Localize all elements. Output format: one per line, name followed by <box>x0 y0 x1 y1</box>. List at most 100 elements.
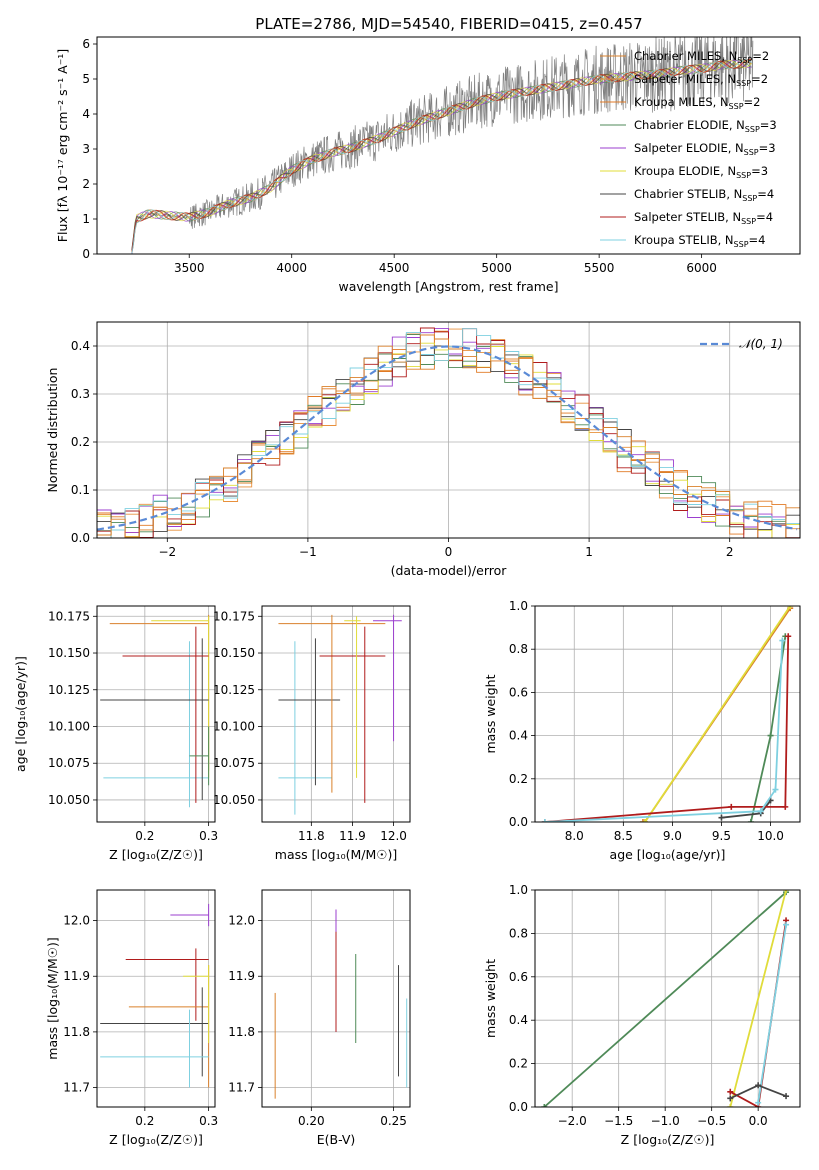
weight-marker <box>782 803 789 810</box>
y-tick-label: 11.7 <box>63 1081 90 1095</box>
residual-histogram <box>97 328 800 538</box>
x-tick-label: 12.0 <box>380 829 407 843</box>
x-axis-label: Z [log₁₀(Z/Z☉)] <box>621 1132 715 1147</box>
y-tick-label: 0 <box>82 247 90 261</box>
x-tick-label: −2 <box>158 545 176 559</box>
weight-marker <box>641 819 648 822</box>
model-spectrum-line <box>131 59 752 254</box>
y-tick-label: 0.4 <box>509 729 528 743</box>
normal-curve <box>97 345 798 531</box>
legend-label: 𝒩(0, 1) <box>739 337 783 351</box>
y-tick-label: 0.0 <box>509 1100 528 1114</box>
weight-marker <box>755 1082 762 1089</box>
weight-marker <box>783 1093 790 1100</box>
y-tick-label: 4 <box>82 107 90 121</box>
weight-marker <box>541 1104 548 1107</box>
y-tick-label: 0.0 <box>71 531 90 545</box>
weight-line <box>644 606 791 822</box>
weight-marker <box>779 637 786 644</box>
axes-frame <box>534 605 801 823</box>
axes-frame <box>261 605 411 823</box>
weight-line <box>544 636 790 822</box>
y-tick-label: 11.9 <box>63 969 90 983</box>
x-tick-label: 0.20 <box>298 1114 325 1128</box>
plot-content <box>100 903 210 1088</box>
panel-age-vs-Z: 0.2 0.3 10.050 10.075 10.100 10.125 10.150 10.1… <box>13 605 218 862</box>
model-spectrum-line <box>131 59 752 254</box>
y-tick-label: 0.2 <box>71 435 90 449</box>
panel-mass-vs-Z: 0.2 0.3 11.7 11.8 11.9 12.0 Z [log₁₀(Z/Z☉)] mas… <box>45 889 218 1147</box>
axes-frame <box>96 321 801 539</box>
y-tick-label: 0.8 <box>509 926 528 940</box>
y-tick-label: 11.8 <box>228 1025 255 1039</box>
y-tick-label: 0.8 <box>509 642 528 656</box>
x-axis-label: age [log₁₀(age/yr)] <box>610 847 726 862</box>
plot-content <box>274 909 408 1099</box>
legend-label: Chabrier MILES, NSSP=2 <box>634 49 769 65</box>
y-tick-label: 2 <box>82 177 90 191</box>
legend-label: Chabrier STELIB, NSSP=4 <box>634 187 774 203</box>
y-axis-label: Flux [fλ 10⁻¹⁷ erg cm⁻² s⁻¹ A⁻¹] <box>55 49 70 242</box>
weight-marker <box>767 732 774 739</box>
panel-mass-vs-EBV: 0.20 0.25 11.7 11.8 11.9 12.0 E(B-V) <box>228 889 411 1147</box>
plot-content <box>100 614 210 808</box>
plot-content <box>278 614 402 815</box>
y-tick-label: 1.0 <box>509 883 528 897</box>
y-tick-label: 0.2 <box>509 1057 528 1071</box>
x-axis-label: E(B-V) <box>317 1132 356 1147</box>
y-tick-label: 11.7 <box>228 1081 255 1095</box>
x-tick-label: 5000 <box>481 261 512 275</box>
y-tick-label: 10.050 <box>213 793 255 807</box>
x-tick-label: 4000 <box>276 261 307 275</box>
y-tick-label: 1.0 <box>509 599 528 613</box>
axes-frame <box>261 889 411 1108</box>
axes-frame <box>96 605 216 823</box>
plot-content <box>541 606 794 822</box>
y-tick-label: 10.125 <box>213 683 255 697</box>
x-axis-label: Z [log₁₀(Z/Z☉)] <box>109 1132 203 1147</box>
y-tick-label: 10.075 <box>48 756 90 770</box>
weight-marker <box>727 1095 734 1102</box>
legend-label: Chabrier ELODIE, NSSP=3 <box>634 118 777 134</box>
y-tick-label: 0.4 <box>509 1013 528 1027</box>
weight-line <box>757 924 787 1103</box>
axes-frame <box>534 889 801 1108</box>
y-axis-label: age [log₁₀(age/yr)] <box>13 656 28 772</box>
x-axis-label: wavelength [Angstrom, rest frame] <box>338 279 558 294</box>
y-tick-label: 10.150 <box>48 646 90 660</box>
y-tick-label: 3 <box>82 142 90 156</box>
y-tick-label: 0.6 <box>509 685 528 699</box>
x-tick-label: 5500 <box>584 261 615 275</box>
y-axis-label: mass weight <box>483 674 498 753</box>
weight-marker <box>747 819 754 822</box>
weight-marker <box>727 1104 734 1107</box>
weight-line <box>750 636 787 822</box>
axes-frame <box>96 36 801 255</box>
x-tick-label: 2 <box>726 545 734 559</box>
y-tick-label: 1 <box>82 212 90 226</box>
x-tick-label: 11.8 <box>298 829 325 843</box>
model-spectrum-line <box>131 58 752 252</box>
x-tick-label: 8.0 <box>565 829 584 843</box>
y-tick-label: 0.3 <box>71 387 90 401</box>
panel-spectrum: 3500 4000 4500 5000 5500 6000 0 1 2 3 4 5 6 wavelengt… <box>55 36 801 294</box>
weight-marker <box>755 1099 762 1106</box>
y-axis-label: Normed distribution <box>45 368 60 493</box>
x-tick-label: 3500 <box>174 261 205 275</box>
panel-massweight-vs-Z: −2.0 −1.5 −1.0 −0.5 0.0 0.0 0.2 0.4 0.6 0.8 1.0 Z [… <box>483 883 801 1147</box>
weight-marker <box>639 819 646 822</box>
panel-age-vs-mass: 11.8 11.9 12.0 10.050 10.075 10.100 10.125 10.1… <box>213 605 411 862</box>
axes-frame <box>96 889 216 1108</box>
legend: Chabrier MILES, NSSP=2 Salpeter MILES, NS… <box>600 49 777 249</box>
x-tick-label: 9.5 <box>712 829 731 843</box>
model-spectrum-line <box>131 59 752 254</box>
x-tick-label: 0.2 <box>135 829 154 843</box>
weight-line <box>543 891 787 1107</box>
x-tick-label: 11.9 <box>339 829 366 843</box>
x-tick-label: −1.0 <box>651 1114 680 1128</box>
y-tick-label: 10.100 <box>48 719 90 733</box>
x-tick-label: −1.5 <box>604 1114 633 1128</box>
legend-label: Kroupa MILES, NSSP=2 <box>634 95 760 111</box>
plot-content <box>97 327 800 538</box>
